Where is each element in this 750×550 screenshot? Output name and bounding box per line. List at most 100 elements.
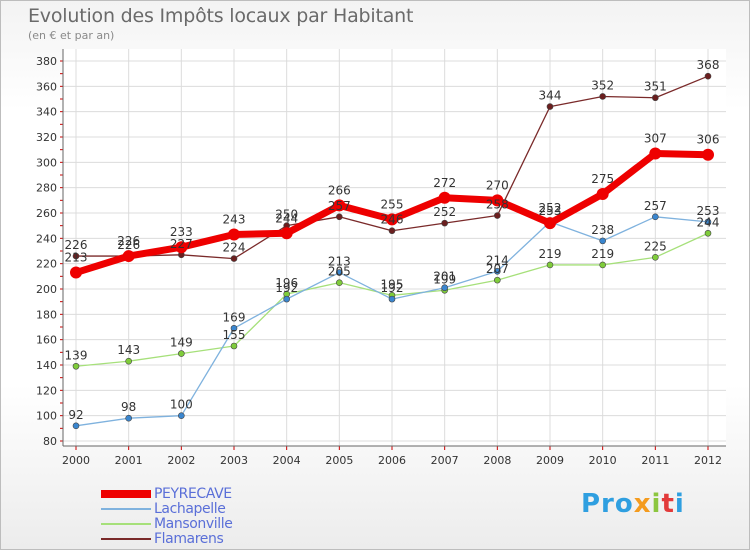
data-label-lachapelle-2006: 192 [381,281,404,295]
data-label-flamarens-2001: 226 [117,238,140,252]
data-label-mansonville-2008: 207 [486,262,509,276]
x-tick-label-2010: 2010 [589,454,617,467]
data-label-mansonville-2005: 205 [328,265,351,279]
legend-item-mansonville: Mansonville [101,516,361,532]
data-point-peyrecave-2004 [280,227,293,240]
data-label-lachapelle-2005: 213 [328,255,351,269]
data-label-peyrecave-2003: 243 [223,213,246,227]
data-label-peyrecave-2000: 213 [65,251,88,265]
data-label-peyrecave-2009: 252 [539,201,562,215]
data-point-mansonville-2009 [546,261,554,269]
data-label-lachapelle-2011: 257 [644,199,667,213]
data-point-lachapelle-2010 [599,237,606,245]
data-label-peyrecave-2008: 270 [486,178,509,192]
data-point-lachapelle-2006 [388,295,396,303]
legend-label-peyrecave: PEYRECAVE [154,486,232,502]
y-tick-label-240: 240 [36,232,57,245]
data-label-flamarens-2012: 368 [697,58,720,72]
data-label-peyrecave-2012: 306 [697,133,720,147]
y-tick-label-340: 340 [36,106,57,119]
y-tick-label-200: 200 [36,283,57,296]
data-point-lachapelle-2005 [336,269,343,276]
data-label-mansonville-2004: 196 [275,276,298,290]
data-label-mansonville-2000: 139 [65,348,88,362]
data-label-peyrecave-2007: 272 [433,176,456,190]
data-label-flamarens-2003: 224 [223,241,246,255]
data-point-peyrecave-2007 [438,191,451,204]
data-label-peyrecave-2011: 307 [644,131,667,145]
data-label-mansonville-2012: 244 [697,215,720,229]
y-tick-label-280: 280 [36,182,57,195]
data-label-flamarens-2002: 227 [170,237,193,251]
data-label-flamarens-2006: 246 [381,213,404,227]
data-point-mansonville-2008 [494,276,501,284]
data-point-lachapelle-2008 [494,267,501,275]
y-tick-label-360: 360 [36,80,57,93]
data-label-peyrecave-2001: 226 [117,234,140,248]
data-point-flamarens-2000 [72,252,80,260]
data-label-peyrecave-2005: 266 [328,183,351,197]
logo-part-2: x [633,489,652,519]
data-label-peyrecave-2006: 255 [381,197,404,211]
data-label-lachapelle-2004: 192 [275,281,298,295]
data-point-peyrecave-2011 [649,147,662,160]
data-point-peyrecave-2002 [175,241,188,254]
data-label-lachapelle-2001: 98 [121,400,136,414]
legend-item-lachapelle: Lachapelle [101,501,361,517]
data-label-mansonville-2007: 199 [433,272,456,286]
legend-swatch-mansonville [101,523,151,525]
data-point-lachapelle-2001 [125,414,132,422]
data-point-flamarens-2010 [599,93,606,100]
y-tick-label-300: 300 [36,156,57,169]
data-point-peyrecave-2005 [333,199,346,212]
x-tick-label-2012: 2012 [694,454,722,467]
data-label-mansonville-2003: 155 [223,328,246,342]
data-label-lachapelle-2008: 214 [486,253,509,267]
logo-part-3: i [651,489,662,519]
chart-subtitle: (en € et par an) [28,29,115,42]
x-tick-label-2011: 2011 [641,454,669,467]
data-label-peyrecave-2002: 233 [170,225,193,239]
data-label-lachapelle-2007: 201 [433,270,456,284]
data-label-lachapelle-2012: 253 [697,204,720,218]
data-point-lachapelle-2011 [652,213,659,221]
data-label-mansonville-2002: 149 [170,336,193,350]
data-point-flamarens-2009 [546,103,554,110]
legend-swatch-flamarens [101,538,151,540]
data-point-flamarens-2006 [388,227,396,235]
line-chart: 80 100 120 140 160 180 200 220 240 260 280 300 320 34… [36,49,726,467]
data-point-peyrecave-2009 [544,217,556,230]
data-label-flamarens-2009: 344 [539,89,562,103]
data-label-flamarens-2007: 252 [433,205,456,219]
y-tick-label-320: 320 [36,131,57,144]
x-tick-label-2009: 2009 [536,454,564,467]
data-label-flamarens-2004: 250 [275,208,298,222]
x-tick-label-2007: 2007 [431,454,459,467]
data-point-mansonville-2010 [599,261,606,269]
data-point-flamarens-2011 [652,94,659,102]
legend-label-flamarens: Flamarens [154,531,224,547]
data-label-flamarens-2005: 257 [328,199,351,213]
legend: PEYRECAVE Lachapelle Mansonville Flamare… [101,486,361,547]
x-tick-label-2004: 2004 [273,454,301,467]
legend-item-peyrecave: PEYRECAVE [101,486,361,502]
data-label-lachapelle-2010: 238 [591,223,614,237]
x-tick-label-2001: 2001 [115,454,143,467]
legend-label-lachapelle: Lachapelle [154,501,226,517]
data-label-flamarens-2010: 352 [591,78,614,92]
data-point-flamarens-2012 [704,72,712,80]
data-point-lachapelle-2012 [704,218,712,226]
data-label-peyrecave-2004: 244 [275,211,298,225]
data-point-mansonville-2000 [72,362,80,370]
data-label-mansonville-2001: 143 [117,343,140,357]
y-tick-label-160: 160 [36,334,57,347]
y-tick-label-140: 140 [36,359,57,372]
y-tick-label-220: 220 [36,258,57,271]
data-point-flamarens-2005 [336,213,343,221]
y-tick-label-100: 100 [36,410,57,423]
data-label-lachapelle-2002: 100 [170,398,193,412]
y-tick-label-120: 120 [36,384,57,397]
logo-part-5: i [674,489,685,519]
data-point-peyrecave-2008 [491,194,504,207]
data-point-flamarens-2003 [230,255,238,262]
